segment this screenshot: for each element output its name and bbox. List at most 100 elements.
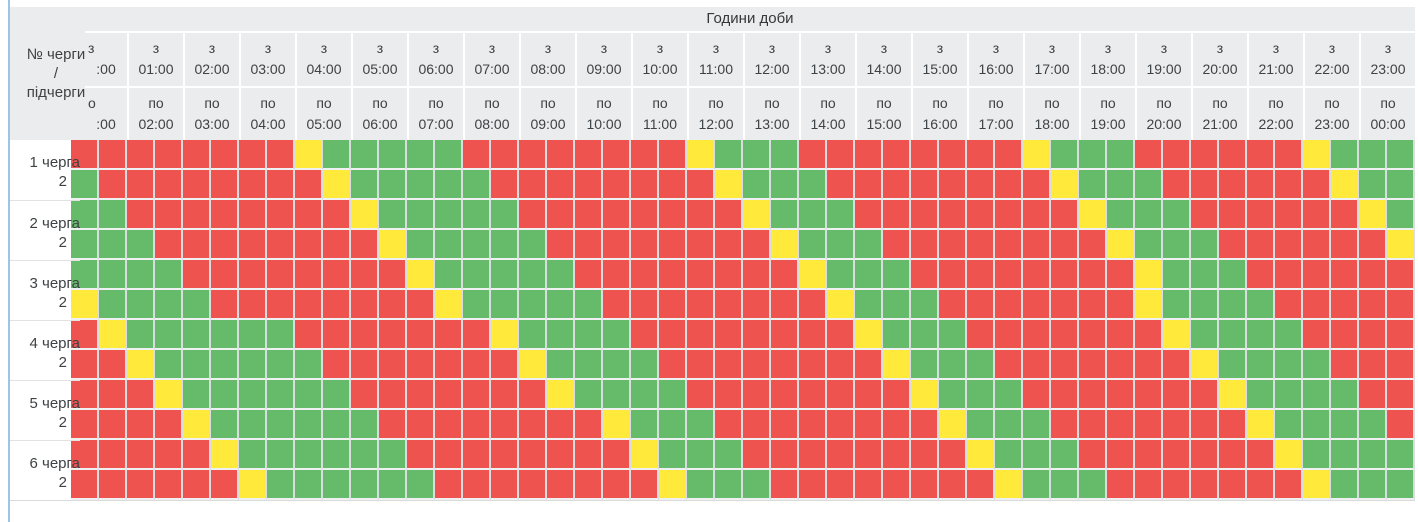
schedule-cell (1359, 410, 1387, 440)
hour-column-header: з 14:00 по 15:00 (855, 33, 911, 140)
schedule-cell (1387, 200, 1415, 230)
hour-column-header: з 01:00 по 02:00 (127, 33, 183, 140)
schedule-cell (547, 350, 575, 380)
hour-from-cell: з 01:00 (129, 33, 183, 88)
schedule-cell (1051, 440, 1079, 470)
subqueue-number: 2 (58, 354, 67, 371)
schedule-row (71, 200, 1415, 230)
time-prefix: з (264, 40, 272, 56)
time-value: 19:00 (1146, 61, 1182, 77)
time-value: 12:00 (754, 61, 790, 77)
time-prefix: з (1104, 40, 1112, 56)
schedule-cell (911, 260, 939, 290)
time-prefix: з (432, 40, 440, 56)
schedule-cell (1219, 320, 1247, 350)
schedule-cell (323, 200, 351, 230)
schedule-cell (267, 440, 295, 470)
time-prefix: по (1156, 95, 1172, 111)
schedule-cell (183, 350, 211, 380)
schedule-cell (407, 440, 435, 470)
schedule-cell (575, 260, 603, 290)
schedule-cell (1023, 320, 1051, 350)
schedule-cell (1051, 410, 1079, 440)
schedule-row (71, 170, 1415, 200)
time-prefix: з (992, 40, 1000, 56)
schedule-cell (379, 230, 407, 260)
schedule-cell (323, 320, 351, 350)
schedule-cell (379, 170, 407, 200)
time-value: 08:00 (474, 116, 510, 132)
schedule-cell (463, 440, 491, 470)
schedule-cell (1303, 140, 1331, 170)
queue-rows (71, 140, 1415, 200)
schedule-cell (1275, 200, 1303, 230)
schedule-cell (631, 380, 659, 410)
time-value: :00 (96, 61, 116, 77)
schedule-cell (855, 170, 883, 200)
schedule-cell (911, 320, 939, 350)
schedule-cell (1303, 380, 1331, 410)
time-value: 01:00 (138, 61, 174, 77)
schedule-cell (71, 320, 99, 350)
schedule-cell (995, 410, 1023, 440)
schedule-cell (1247, 470, 1275, 500)
time-value: 18:00 (1090, 61, 1126, 77)
schedule-cell (1247, 140, 1275, 170)
schedule-cell (1303, 440, 1331, 470)
schedule-cell (1163, 380, 1191, 410)
schedule-cell (631, 410, 659, 440)
schedule-cell (1275, 440, 1303, 470)
schedule-cell (1079, 260, 1107, 290)
schedule-cell (99, 260, 127, 290)
schedule-cell (211, 470, 239, 500)
time-prefix: по (484, 95, 500, 111)
schedule-cell (1331, 410, 1359, 440)
hour-to-cell: по 05:00 (297, 88, 351, 140)
schedule-cell (295, 170, 323, 200)
schedule-cell (631, 350, 659, 380)
schedule-cell (491, 140, 519, 170)
schedule-cell (295, 470, 323, 500)
schedule-cell (407, 410, 435, 440)
schedule-cell (435, 140, 463, 170)
schedule-cell (1107, 410, 1135, 440)
time-prefix: по (1268, 95, 1284, 111)
hour-to-cell: по 02:00 (129, 88, 183, 140)
time-value: 12:00 (698, 116, 734, 132)
schedule-cell (1275, 260, 1303, 290)
hour-from-cell: з 03:00 (241, 33, 295, 88)
schedule-cell (995, 230, 1023, 260)
schedule-cell (1387, 260, 1415, 290)
schedule-cell (379, 380, 407, 410)
time-value: 06:00 (362, 116, 398, 132)
schedule-cell (799, 230, 827, 260)
schedule-cell (967, 290, 995, 320)
schedule-cell (1275, 320, 1303, 350)
schedule-cell (911, 380, 939, 410)
schedule-cell (799, 200, 827, 230)
schedule-cell (715, 290, 743, 320)
schedule-cell (911, 200, 939, 230)
schedule-cell (1107, 260, 1135, 290)
time-prefix: по (428, 95, 444, 111)
schedule-cell (1023, 350, 1051, 380)
schedule-cell (939, 170, 967, 200)
schedule-cell (1163, 260, 1191, 290)
schedule-cell (687, 290, 715, 320)
schedule-cell (519, 470, 547, 500)
time-prefix: по (708, 95, 724, 111)
schedule-cell (995, 200, 1023, 230)
schedule-cell (799, 290, 827, 320)
schedule-cell (995, 140, 1023, 170)
schedule-cell (771, 230, 799, 260)
schedule-cell (351, 260, 379, 290)
schedule-cell (1079, 290, 1107, 320)
hour-to-cell: по 07:00 (409, 88, 463, 140)
schedule-cell (631, 440, 659, 470)
time-value: 05:00 (362, 61, 398, 77)
schedule-row (71, 260, 1415, 290)
time-value: 16:00 (922, 116, 958, 132)
schedule-cell (743, 350, 771, 380)
schedule-cell (995, 320, 1023, 350)
schedule-cell (323, 440, 351, 470)
